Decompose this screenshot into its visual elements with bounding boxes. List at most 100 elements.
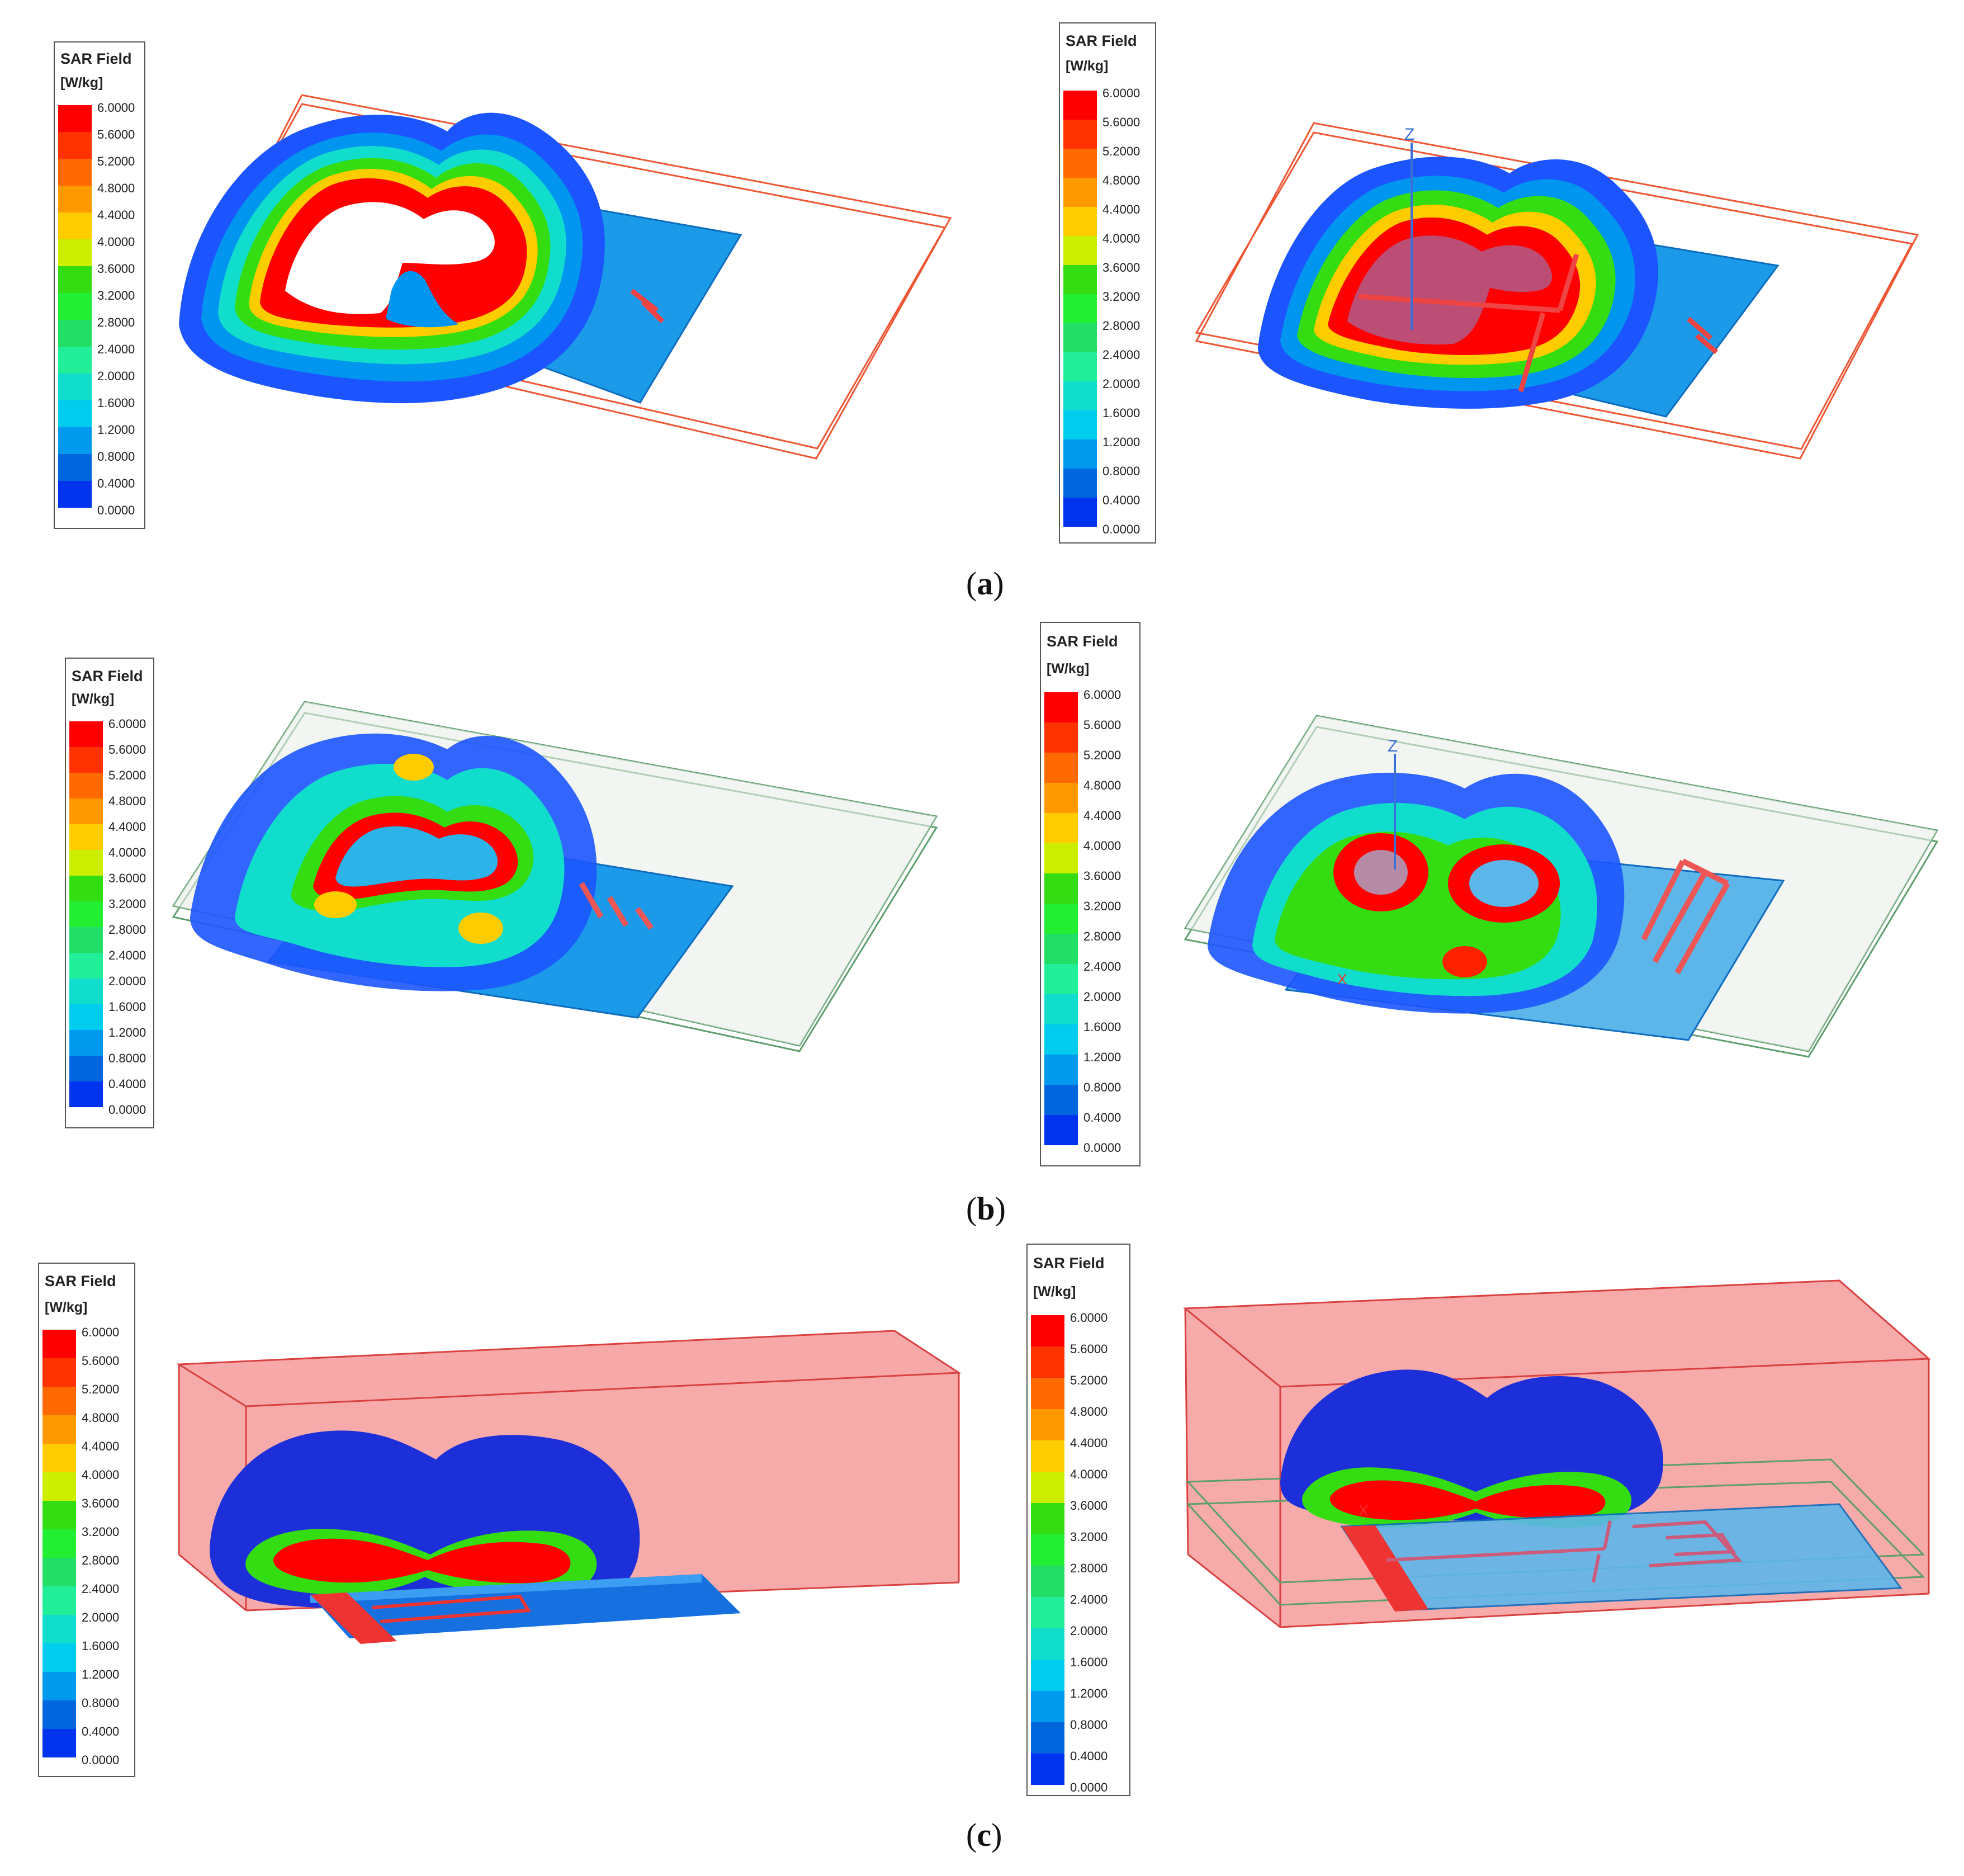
legend-swatch [1044, 753, 1078, 783]
legend-tick-label: 3.2000 [1102, 290, 1140, 304]
legend-swatch [42, 1501, 76, 1529]
legend-tick-label: 4.0000 [82, 1468, 120, 1482]
legend-swatch [69, 850, 103, 876]
legend-swatch [42, 1529, 76, 1558]
legend-title: SAR Field [1033, 1255, 1105, 1272]
legend-swatch [58, 266, 92, 293]
legend-tick-label: 3.2000 [97, 289, 135, 303]
legend-tick-label: 6.0000 [1083, 688, 1121, 702]
legend-title: SAR Field [72, 668, 143, 684]
legend-tick-label: 1.6000 [82, 1639, 120, 1653]
legend-swatch [58, 481, 92, 508]
legend-unit: [W/kg] [1033, 1284, 1076, 1300]
legend-swatch [42, 1387, 76, 1415]
legend-swatch [1031, 1660, 1064, 1691]
legend-tick-label: 5.6000 [108, 743, 146, 757]
legend-swatch [1031, 1378, 1064, 1409]
legend-tick-label: 0.4000 [108, 1077, 146, 1091]
legend-tick-label: 3.2000 [108, 897, 146, 911]
legend-tick-label: 6.0000 [108, 717, 146, 731]
legend-a-right: SAR Field [W/kg] 6.0000 5.6000 5.2000 4.800… [1059, 22, 1156, 544]
legend-swatch [69, 1081, 103, 1107]
legend-tick-label: 3.6000 [1083, 869, 1121, 883]
legend-swatch [1031, 1315, 1064, 1346]
legend-swatch [1063, 410, 1097, 440]
axis-x-label: X [1359, 1502, 1368, 1519]
legend-swatch [1031, 1346, 1064, 1378]
legend-swatch [42, 1558, 76, 1586]
legend-tick-label: 6.0000 [1070, 1311, 1108, 1325]
legend-swatch [69, 901, 103, 927]
legend-swatch [42, 1472, 76, 1501]
legend-swatch [42, 1729, 76, 1757]
scene-c-left [176, 1330, 962, 1644]
legend-tick-label: 1.2000 [82, 1667, 120, 1681]
legend-tick-label: 4.8000 [97, 181, 135, 195]
legend-swatch [69, 721, 103, 747]
legend-tick-label: 1.2000 [1102, 435, 1140, 449]
axis-z-label: Z [1388, 737, 1398, 755]
legend-a-left: SAR Field [W/kg] 6.0000 5.6000 5.2000 4.800… [54, 41, 145, 529]
legend-tick-label: 4.4000 [108, 820, 146, 834]
legend-tick-label: 2.0000 [82, 1610, 120, 1624]
scene-a-right: Z [1195, 122, 1919, 460]
legend-swatch [1044, 813, 1078, 843]
patch-lines [1358, 253, 1718, 393]
legend-swatch [1063, 178, 1097, 207]
legend-tick-label: 2.8000 [1102, 319, 1140, 333]
legend-swatch [1063, 236, 1097, 265]
legend-swatch [1031, 1472, 1064, 1503]
legend-tick-label: 4.4000 [1070, 1436, 1108, 1450]
legend-tick-label: 0.0000 [82, 1753, 120, 1767]
legend-swatch [42, 1358, 76, 1387]
legend-unit: [W/kg] [45, 1300, 88, 1315]
antenna-substrate [1340, 1503, 1903, 1612]
legend-tick-label: 4.8000 [1083, 778, 1121, 792]
legend-swatch [1044, 1115, 1078, 1145]
scene-b-left [172, 701, 938, 1052]
legend-swatch [58, 320, 92, 347]
legend-swatch [1044, 873, 1078, 904]
legend-swatch [58, 454, 92, 481]
legend-swatch [1031, 1566, 1064, 1597]
caption-b: (b) [966, 1190, 1006, 1227]
legend-swatch [1031, 1754, 1064, 1785]
legend-swatch [1031, 1409, 1064, 1440]
legend-swatch [1044, 1024, 1078, 1055]
legend-title: SAR Field [1047, 633, 1118, 650]
legend-tick-label: 4.0000 [108, 845, 146, 859]
legend-swatch [58, 374, 92, 400]
legend-title: SAR Field [1066, 32, 1137, 49]
legend-tick-label: 0.8000 [82, 1696, 120, 1710]
legend-title: SAR Field [45, 1273, 116, 1289]
legend-swatch [42, 1444, 76, 1472]
legend-tick-label: 2.0000 [97, 369, 135, 383]
legend-swatch [42, 1330, 76, 1358]
legend-tick-label: 3.6000 [82, 1496, 120, 1510]
axis-x: X [1359, 1502, 1368, 1519]
legend-swatch [1044, 904, 1078, 934]
legend-tick-label: 1.6000 [108, 1000, 146, 1014]
legend-tick-label: 2.0000 [1102, 377, 1140, 391]
legend-tick-label: 2.8000 [82, 1553, 120, 1567]
caption-a: (a) [966, 565, 1004, 602]
legend-unit: [W/kg] [72, 691, 115, 707]
scene-c-right: X [1183, 1279, 1931, 1628]
legend-tick-label: 6.0000 [1102, 86, 1140, 100]
legend-tick-label: 5.2000 [1102, 144, 1140, 158]
legend-swatch [69, 1004, 103, 1030]
legend-swatch [58, 105, 92, 132]
legend-tick-label: 2.4000 [82, 1582, 120, 1596]
legend-tick-label: 2.4000 [1102, 348, 1140, 362]
legend-tick-label: 0.4000 [1102, 493, 1140, 507]
legend-swatch [1063, 149, 1097, 178]
legend-tick-label: 4.8000 [1070, 1405, 1108, 1419]
legend-swatch [1044, 722, 1078, 753]
legend-swatch [1063, 498, 1097, 527]
legend-swatch [1031, 1503, 1064, 1534]
legend-tick-label: 5.6000 [1070, 1342, 1108, 1356]
legend-swatch [1031, 1534, 1064, 1566]
legend-tick-label: 4.0000 [1083, 839, 1121, 853]
legend-swatch [1044, 934, 1078, 964]
sar-field-region [1258, 157, 1659, 409]
